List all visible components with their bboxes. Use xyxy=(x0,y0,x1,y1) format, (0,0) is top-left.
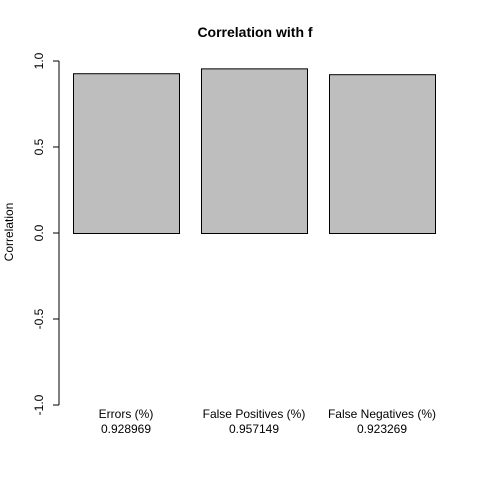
category-label: Errors (%) xyxy=(99,407,154,421)
data-label: 0.957149 xyxy=(229,422,279,436)
y-tick-label: -1.0 xyxy=(32,394,46,415)
chart-title: Correlation with f xyxy=(197,24,312,40)
bar xyxy=(73,73,180,234)
y-axis: -1.0 -0.5 0.0 0.5 1.0 xyxy=(32,52,60,415)
y-tick-label: 1.0 xyxy=(32,52,46,69)
y-tick-label: 0.0 xyxy=(32,224,46,241)
y-tick-label: 0.5 xyxy=(32,138,46,155)
bars xyxy=(73,68,436,234)
bar xyxy=(201,68,308,234)
category-label: False Negatives (%) xyxy=(328,407,436,421)
y-axis-label: Correlation xyxy=(2,203,16,262)
y-tick-label: -0.5 xyxy=(32,308,46,329)
data-label: 0.928969 xyxy=(101,422,151,436)
category-label: False Positives (%) xyxy=(203,407,306,421)
data-label: 0.923269 xyxy=(357,422,407,436)
bar xyxy=(329,74,436,234)
